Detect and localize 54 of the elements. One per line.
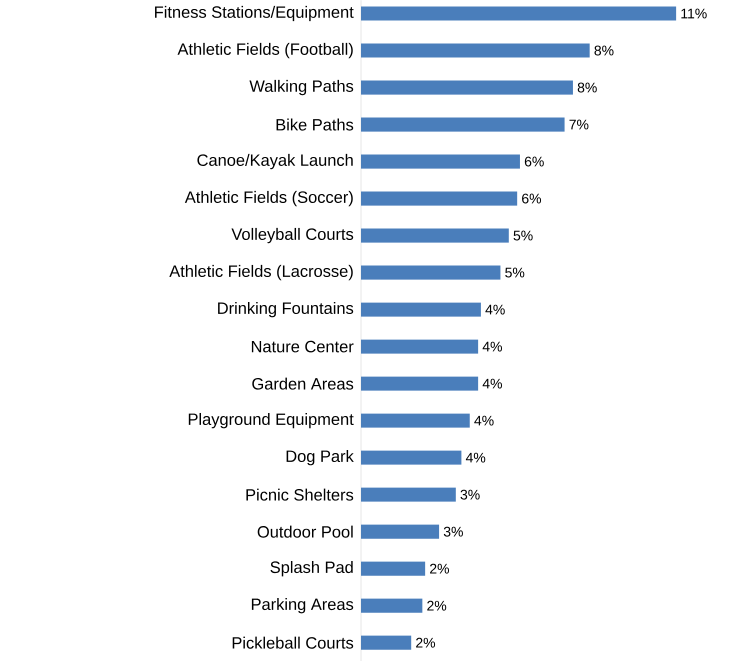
bar [361,302,481,316]
data-label: 8% [594,45,614,56]
bar [361,228,509,242]
y-tick-label: Dog Park [286,450,354,466]
y-tick-label: Garden Areas [252,377,354,390]
bar [361,339,478,354]
y-tick-label: Walking Paths [249,80,354,96]
data-label: 5% [514,230,533,240]
bar [361,450,462,464]
y-tick-label: Nature Center [252,340,354,352]
y-tick-label: Athletic Fields (Lacrosse) [169,264,353,280]
data-label: 3% [460,490,480,500]
y-tick-label: Parking Areas [252,598,354,614]
data-label: 3% [444,526,463,536]
data-label: 6% [524,156,544,166]
bar [361,191,518,206]
data-label: 2% [430,564,450,574]
y-tick-label: Picnic Shelters [246,488,354,500]
bar [361,524,440,538]
data-label: 2% [416,638,436,648]
data-label: 4% [482,342,502,352]
bar [361,561,426,576]
y-tick-label: Pickleball Courts [232,636,354,649]
bar [361,154,520,168]
data-label: 7% [569,119,588,130]
y-tick-label: Playground Equipment [188,412,354,428]
data-label: 4% [482,378,502,388]
data-label: 4% [466,452,486,462]
bar [361,413,470,428]
data-label: 2% [427,600,446,610]
data-label: 5% [505,267,524,278]
bar [361,117,565,132]
data-label: 4% [485,304,505,314]
bar [361,6,676,20]
y-tick-label: Volleyball Courts [231,228,354,244]
data-label: 8% [578,82,597,92]
bar [361,80,573,94]
bar [361,598,422,613]
bar [361,635,412,650]
y-tick-label: Athletic Fields (Soccer) [184,190,353,206]
bar [361,265,500,280]
data-label: 6% [522,193,542,204]
y-tick-label: Bike Paths [276,118,354,130]
y-tick-label: Canoe/Kayak Launch [197,154,353,170]
y-tick-label: Fitness Stations/Equipment [155,6,354,21]
y-tick-label: Splash Pad [270,560,353,576]
y-tick-label: Outdoor Pool [258,525,353,538]
bar [361,487,456,502]
bar [361,43,590,58]
data-label: 4% [474,416,494,426]
bar [361,376,478,390]
y-tick-label: Athletic Fields (Football) [178,42,353,58]
y-tick-label: Drinking Fountains [218,302,354,318]
data-label: 11% [681,8,707,18]
